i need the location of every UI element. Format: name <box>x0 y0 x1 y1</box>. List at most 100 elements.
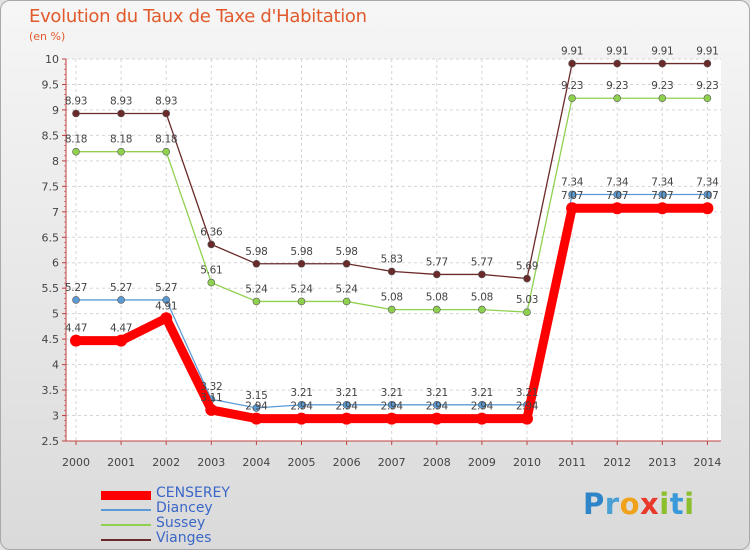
data-label: 7.34 <box>606 176 629 188</box>
data-label: 5.98 <box>245 246 267 258</box>
data-point <box>297 401 306 409</box>
data-label: 5.83 <box>381 253 403 265</box>
y-tick-label: 2.5 <box>42 435 60 448</box>
data-label: 7.07 <box>696 190 718 202</box>
x-tick-label: 2008 <box>423 456 451 469</box>
y-tick-label: 3 <box>52 410 59 423</box>
data-point <box>162 109 170 118</box>
data-point <box>252 259 261 268</box>
data-label: 2.94 <box>381 401 404 413</box>
data-label: 3.21 <box>426 387 448 399</box>
data-label: 8.18 <box>155 134 177 146</box>
data-label: 9.91 <box>561 46 583 58</box>
data-point <box>701 202 714 215</box>
data-point <box>342 259 351 268</box>
data-point <box>613 59 622 68</box>
data-point <box>252 404 261 412</box>
data-point <box>207 240 216 249</box>
proxiti-logo: Proxiti <box>583 487 695 521</box>
data-label: 9.23 <box>561 80 583 92</box>
data-label: 5.69 <box>516 261 538 273</box>
y-axis-unit-label: (en %) <box>29 30 66 43</box>
data-label: 4.47 <box>110 323 132 335</box>
data-label: 3.21 <box>336 387 358 399</box>
data-point <box>432 270 441 279</box>
data-point <box>160 312 173 325</box>
data-point <box>297 297 306 306</box>
chart-title: Evolution du Taux de Taxe d'Habitation <box>29 6 367 27</box>
legend-swatch <box>101 509 151 511</box>
data-label: 5.03 <box>516 294 538 306</box>
data-label: 2.94 <box>290 401 313 413</box>
data-label: 2.94 <box>516 401 539 413</box>
y-tick-label: 6 <box>52 257 59 270</box>
x-tick-label: 2005 <box>288 456 316 469</box>
data-label: 8.93 <box>155 95 177 107</box>
data-point <box>523 308 531 316</box>
data-point <box>72 296 80 304</box>
data-label: 8.93 <box>110 95 132 107</box>
data-label: 5.24 <box>245 283 268 295</box>
data-point <box>478 305 486 314</box>
y-tick-label: 6.5 <box>42 231 60 244</box>
data-point <box>478 401 486 409</box>
data-label: 5.24 <box>290 283 313 295</box>
legend-label: Diancey <box>156 500 213 516</box>
data-label: 5.08 <box>381 292 403 304</box>
data-label: 5.08 <box>426 292 448 304</box>
data-point <box>72 147 80 156</box>
y-tick-label: 10 <box>45 53 59 66</box>
data-point <box>432 401 441 409</box>
data-label: 2.94 <box>471 401 494 413</box>
data-label: 7.07 <box>561 190 583 202</box>
data-label: 5.24 <box>336 283 359 295</box>
data-point <box>387 401 396 409</box>
data-point <box>117 147 125 156</box>
data-point <box>387 267 396 276</box>
legend-swatch <box>101 524 151 526</box>
data-label: 5.77 <box>426 256 448 268</box>
data-point <box>342 401 351 409</box>
y-tick-label: 8 <box>52 155 59 168</box>
data-point <box>340 412 353 425</box>
data-point <box>72 109 80 118</box>
data-label: 5.98 <box>336 246 358 258</box>
x-tick-label: 2004 <box>242 456 270 469</box>
data-label: 5.27 <box>110 282 132 294</box>
data-point <box>658 94 667 103</box>
y-tick-label: 4.5 <box>42 333 60 346</box>
data-label: 8.18 <box>110 134 132 146</box>
x-tick-label: 2003 <box>197 456 225 469</box>
data-point <box>205 403 218 416</box>
x-tick-label: 2000 <box>62 456 90 469</box>
data-label: 5.08 <box>471 292 493 304</box>
data-label: 3.21 <box>516 387 538 399</box>
data-point <box>430 412 443 425</box>
data-point <box>475 412 488 425</box>
data-point <box>162 296 170 304</box>
data-point <box>385 412 398 425</box>
data-label: 9.91 <box>606 46 628 58</box>
y-tick-label: 8.5 <box>42 129 60 142</box>
legend-swatch <box>101 539 151 541</box>
y-tick-label: 9.5 <box>42 78 60 91</box>
data-label: 8.93 <box>65 95 87 107</box>
data-point <box>613 94 622 103</box>
legend-label: Sussey <box>156 515 206 531</box>
data-label: 3.21 <box>471 387 493 399</box>
data-label: 9.91 <box>651 46 673 58</box>
data-point <box>117 296 125 304</box>
data-label: 4.47 <box>65 323 87 335</box>
data-label: 3.21 <box>290 387 312 399</box>
data-label: 6.36 <box>200 226 223 238</box>
data-label: 5.27 <box>155 282 177 294</box>
data-point <box>297 259 306 268</box>
plot-area <box>66 59 721 441</box>
legend-label: CENSEREY <box>156 485 230 501</box>
data-point <box>523 274 531 283</box>
data-label: 9.91 <box>696 46 718 58</box>
data-point <box>432 305 441 314</box>
x-tick-label: 2010 <box>513 456 541 469</box>
